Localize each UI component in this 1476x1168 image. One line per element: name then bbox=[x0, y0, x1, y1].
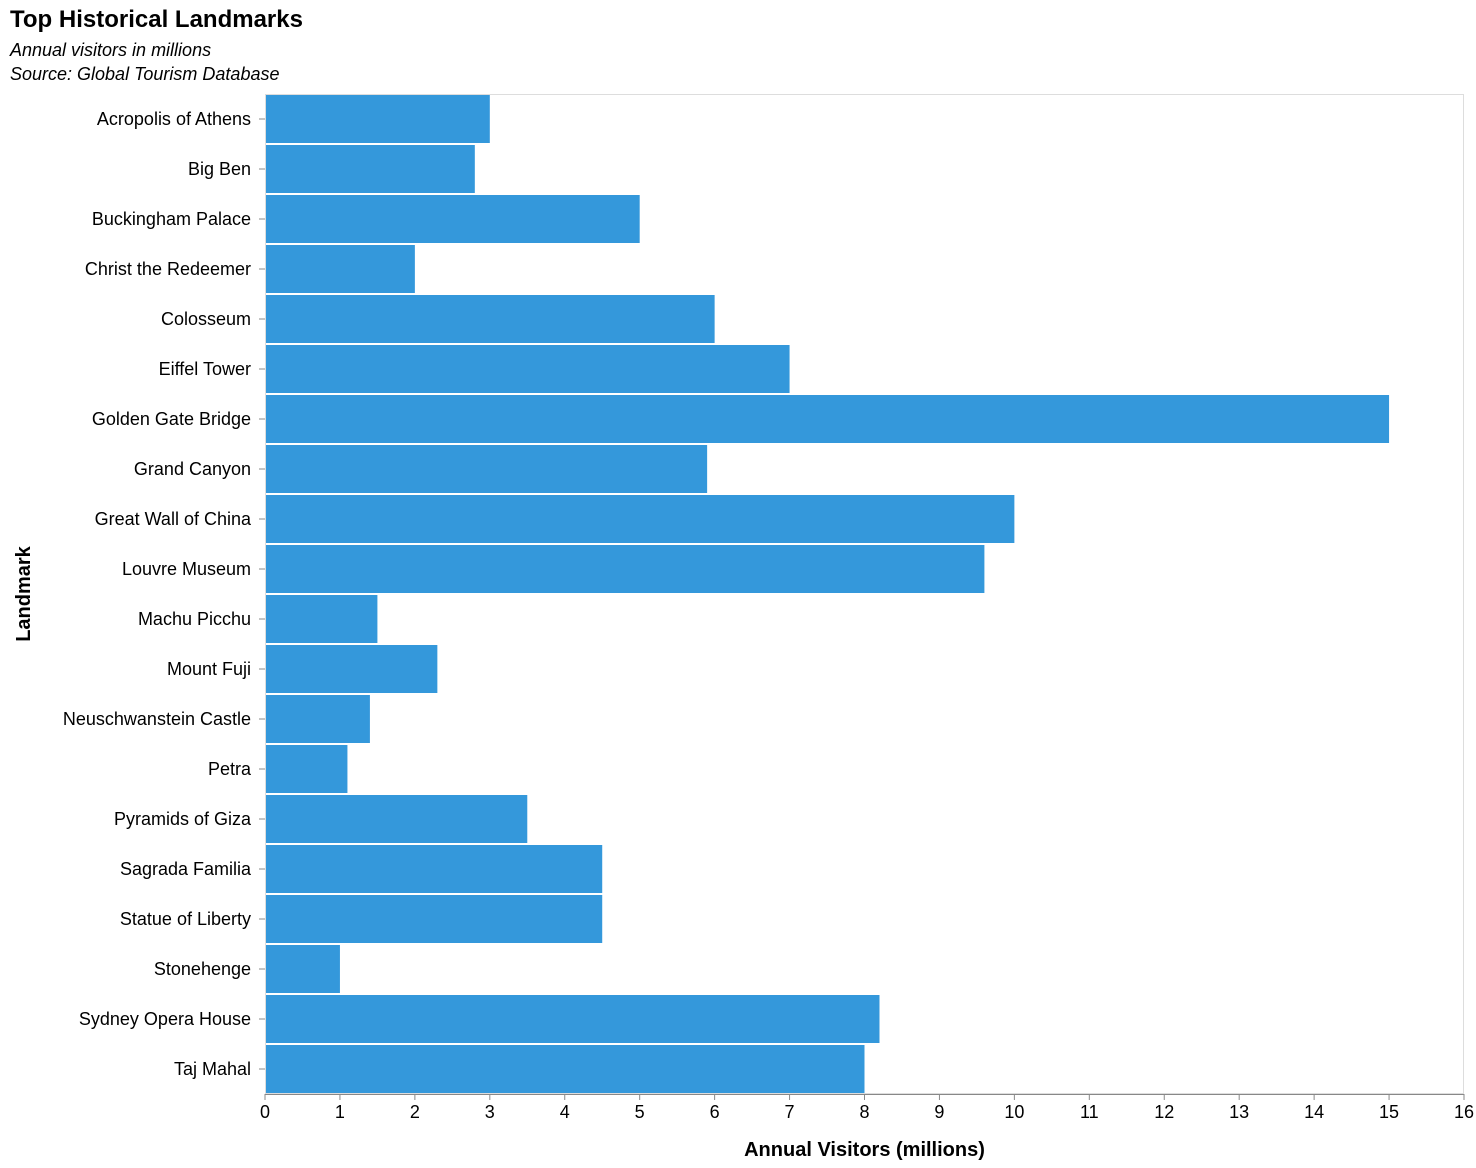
bar-big-ben bbox=[266, 145, 475, 193]
x-tick-label: 12 bbox=[1154, 1102, 1174, 1122]
x-tick-label: 11 bbox=[1080, 1102, 1099, 1122]
bar-statue-of-liberty bbox=[266, 895, 603, 943]
bar-eiffel-tower bbox=[266, 345, 790, 393]
x-tick-label: 13 bbox=[1229, 1102, 1249, 1122]
x-tick-label: 10 bbox=[1004, 1102, 1024, 1122]
bar-golden-gate-bridge bbox=[266, 395, 1390, 443]
y-tick-label: Sydney Opera House bbox=[79, 1009, 251, 1029]
x-tick-label: 5 bbox=[635, 1102, 645, 1122]
y-tick-label: Pyramids of Giza bbox=[114, 809, 252, 829]
bar-neuschwanstein-castle bbox=[266, 695, 370, 743]
x-tick-label: 2 bbox=[410, 1102, 420, 1122]
x-tick-label: 16 bbox=[1454, 1102, 1474, 1122]
bar-pyramids-of-giza bbox=[266, 795, 528, 843]
y-tick-label: Eiffel Tower bbox=[159, 359, 251, 379]
y-tick-label: Louvre Museum bbox=[122, 559, 251, 579]
y-tick-label: Petra bbox=[208, 759, 252, 779]
x-tick-label: 3 bbox=[485, 1102, 495, 1122]
x-tick-label: 15 bbox=[1379, 1102, 1399, 1122]
x-tick-label: 8 bbox=[859, 1102, 869, 1122]
bar-buckingham-palace bbox=[266, 195, 640, 243]
x-tick-label: 4 bbox=[560, 1102, 570, 1122]
x-tick-label: 0 bbox=[260, 1102, 270, 1122]
y-tick-label: Christ the Redeemer bbox=[85, 259, 251, 279]
y-tick-label: Statue of Liberty bbox=[120, 909, 251, 929]
bar-sydney-opera-house bbox=[266, 995, 880, 1043]
bar-sagrada-familia bbox=[266, 845, 603, 893]
x-tick-label: 7 bbox=[785, 1102, 795, 1122]
y-tick-label: Grand Canyon bbox=[134, 459, 251, 479]
bar-stonehenge bbox=[266, 945, 340, 993]
y-tick-label: Neuschwanstein Castle bbox=[63, 709, 251, 729]
x-axis: 0 1 2 3 4 5 6 7 8 9 10 11 12 13 14 15 16 bbox=[260, 1094, 1474, 1122]
chart-title: Top Historical Landmarks bbox=[10, 6, 303, 33]
chart-subtitle-description: Annual visitors in millions bbox=[10, 40, 212, 60]
y-tick-label: Colosseum bbox=[161, 309, 251, 329]
y-tick-label: Great Wall of China bbox=[95, 509, 252, 529]
y-tick-label: Golden Gate Bridge bbox=[92, 409, 251, 429]
x-tick-label: 9 bbox=[934, 1102, 944, 1122]
y-tick-label: Stonehenge bbox=[154, 959, 251, 979]
y-tick-label: Big Ben bbox=[188, 159, 251, 179]
bar-taj-mahal bbox=[266, 1045, 865, 1093]
bar-grand-canyon bbox=[266, 445, 708, 493]
y-axis-title: Landmark bbox=[13, 545, 35, 641]
bar-christ-the-redeemer bbox=[266, 245, 415, 293]
x-axis-title: Annual Visitors (millions) bbox=[744, 1139, 985, 1161]
bar-petra bbox=[266, 745, 348, 793]
x-tick-label: 1 bbox=[335, 1102, 345, 1122]
y-tick-label: Buckingham Palace bbox=[92, 209, 251, 229]
y-tick-label: Acropolis of Athens bbox=[97, 109, 251, 129]
bar-machu-picchu bbox=[266, 595, 378, 643]
bar-great-wall-of-china bbox=[266, 495, 1015, 543]
bar-mount-fuji bbox=[266, 645, 438, 693]
y-tick-label: Taj Mahal bbox=[174, 1059, 251, 1079]
bar-acropolis-of-athens bbox=[266, 95, 490, 143]
y-tick-label: Machu Picchu bbox=[138, 609, 251, 629]
x-tick-label: 14 bbox=[1304, 1102, 1324, 1122]
y-tick-label: Mount Fuji bbox=[167, 659, 251, 679]
x-tick-label: 6 bbox=[710, 1102, 720, 1122]
y-tick-label: Sagrada Familia bbox=[120, 859, 252, 879]
bar-colosseum bbox=[266, 295, 715, 343]
plot-frame bbox=[265, 94, 1464, 1094]
chart-subtitle-source: Source: Global Tourism Database bbox=[10, 64, 280, 84]
bars-group bbox=[266, 95, 1390, 1093]
bar-louvre-museum bbox=[266, 545, 985, 593]
y-axis: Acropolis of Athens Big Ben Buckingham Pal… bbox=[63, 94, 266, 1094]
